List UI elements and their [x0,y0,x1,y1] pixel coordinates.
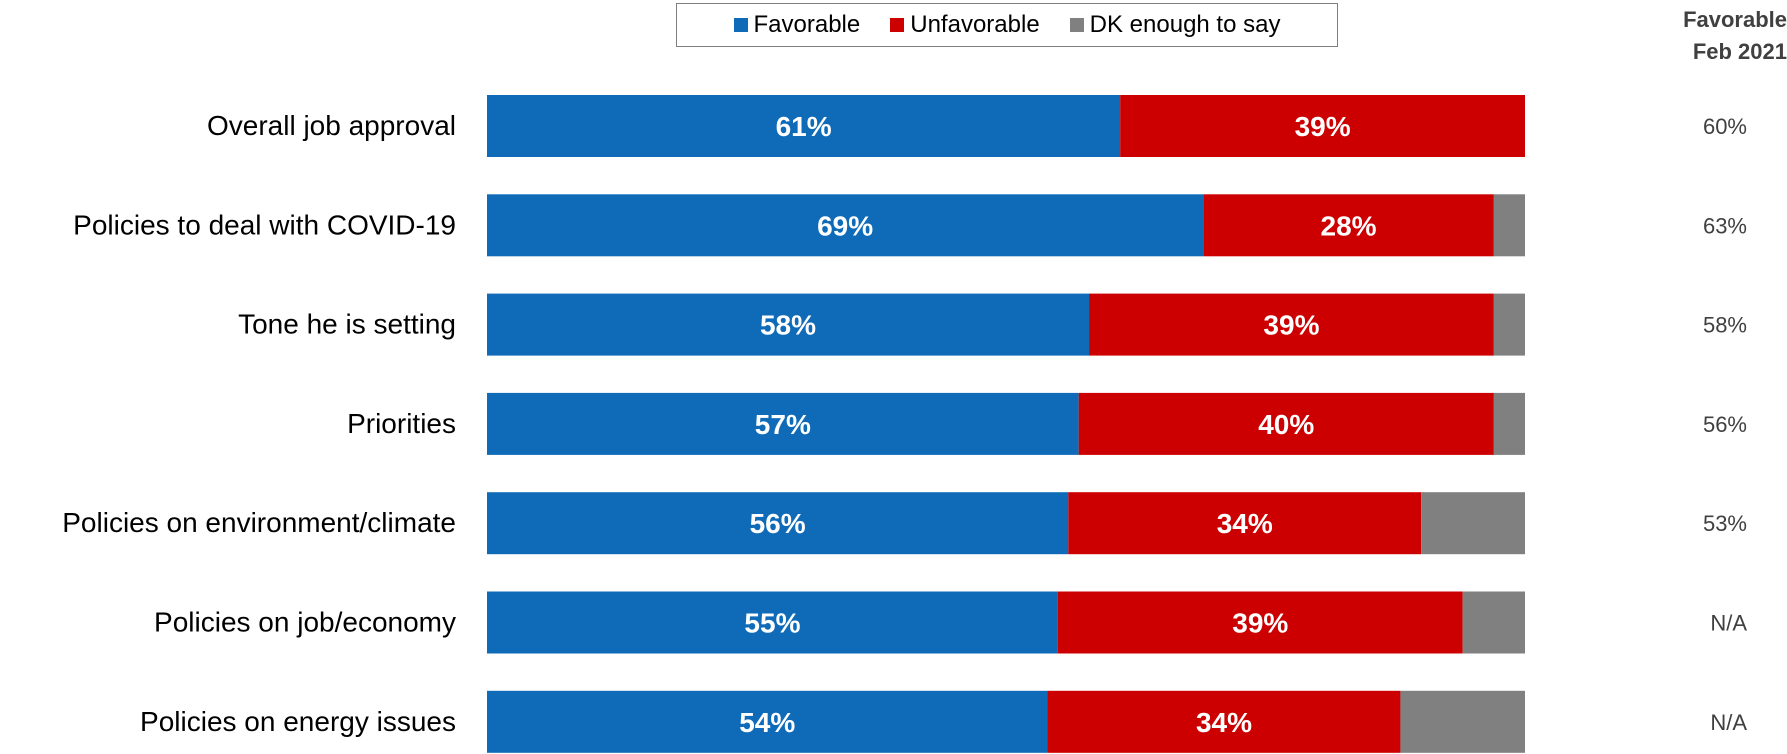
favorable-bar [487,293,1090,356]
category-label: Policies on environment/climate [62,507,456,538]
unfavorable-bar [1057,591,1463,654]
comparison-value: 56% [1703,412,1747,437]
unfavorable-value-label: 28% [1321,210,1377,241]
category-label: Tone he is setting [238,309,456,340]
legend-item: DK enough to say [1069,11,1281,39]
category-label: Priorities [347,408,456,439]
dk-bar [1493,293,1525,356]
legend-label: DK enough to say [1089,11,1281,38]
favorable-bar [487,95,1121,157]
unfavorable-bar [1047,690,1401,753]
dk-bar [1493,392,1525,455]
dk-bar [1400,690,1525,753]
favorable-value-label: 57% [755,409,811,440]
unfavorable-bar [1089,293,1494,356]
favorable-value-label: 55% [744,608,800,639]
legend-label: Favorable [753,11,861,38]
favorable-value-label: 54% [739,707,795,738]
legend-swatch [733,18,748,32]
chart-legend: Favorable Unfavorable DK enough to say [676,3,1338,47]
legend-item: Unfavorable [890,11,1040,39]
comparison-value: N/A [1710,611,1747,636]
unfavorable-value-label: 34% [1217,508,1273,539]
comparison-value: 58% [1703,313,1747,338]
favorable-value-label: 61% [776,111,832,142]
comparison-header-line1: Favorable [1683,7,1787,32]
favorable-value-label: 56% [750,508,806,539]
dk-bar [1462,591,1525,654]
legend-swatch [890,18,905,32]
unfavorable-bar [1120,95,1525,157]
dk-bar [1421,492,1525,555]
unfavorable-value-label: 34% [1196,707,1252,738]
unfavorable-value-label: 40% [1258,409,1314,440]
favorable-value-label: 58% [760,310,816,341]
category-label: Policies to deal with COVID-19 [73,209,456,240]
comparison-value: 53% [1703,511,1747,536]
category-label: Policies on energy issues [140,706,456,737]
comparison-column-header: Favorable Feb 2021 [1655,4,1787,68]
unfavorable-value-label: 39% [1263,310,1319,341]
category-label: Policies on job/economy [154,607,456,638]
dk-bar [1493,194,1525,257]
unfavorable-bar [1203,194,1494,257]
legend-swatch [1069,18,1084,32]
unfavorable-bar [1068,492,1422,555]
favorable-bar [487,492,1069,555]
comparison-value: 60% [1703,114,1747,139]
unfavorable-value-label: 39% [1295,111,1351,142]
legend-item: Favorable [733,11,861,39]
legend-label: Unfavorable [910,11,1040,38]
favorable-bar [487,690,1048,753]
unfavorable-value-label: 39% [1232,608,1288,639]
favorable-value-label: 69% [817,210,873,241]
favorable-bar [487,591,1058,654]
favorable-bar [487,194,1204,257]
comparison-value: N/A [1710,710,1747,735]
category-label: Overall job approval [207,110,456,141]
unfavorable-bar [1078,392,1494,455]
favorable-bar [487,392,1079,455]
comparison-header-line2: Feb 2021 [1692,39,1787,64]
comparison-value: 63% [1703,213,1747,238]
